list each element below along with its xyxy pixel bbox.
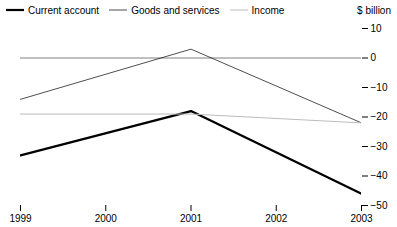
svg-text:2003: 2003 xyxy=(350,213,373,224)
svg-text:10: 10 xyxy=(371,23,383,34)
html-text:$ billion: $ billion xyxy=(357,4,391,16)
html-text:Goods and services: Goods and services xyxy=(131,4,220,16)
svg-text:−30: −30 xyxy=(371,141,388,152)
svg-text:−50: −50 xyxy=(371,200,388,211)
svg-text:−40: −40 xyxy=(371,170,388,181)
html-text:Income: Income xyxy=(251,4,285,16)
svg-text:2000: 2000 xyxy=(95,213,118,224)
svg-text:−10: −10 xyxy=(371,82,388,93)
html-text:Current account: Current account xyxy=(28,4,100,16)
svg-text:2002: 2002 xyxy=(265,213,288,224)
svg-text:0: 0 xyxy=(371,52,377,63)
svg-text:1999: 1999 xyxy=(9,213,32,224)
svg-text:−20: −20 xyxy=(371,111,388,122)
svg-text:2001: 2001 xyxy=(180,213,203,224)
